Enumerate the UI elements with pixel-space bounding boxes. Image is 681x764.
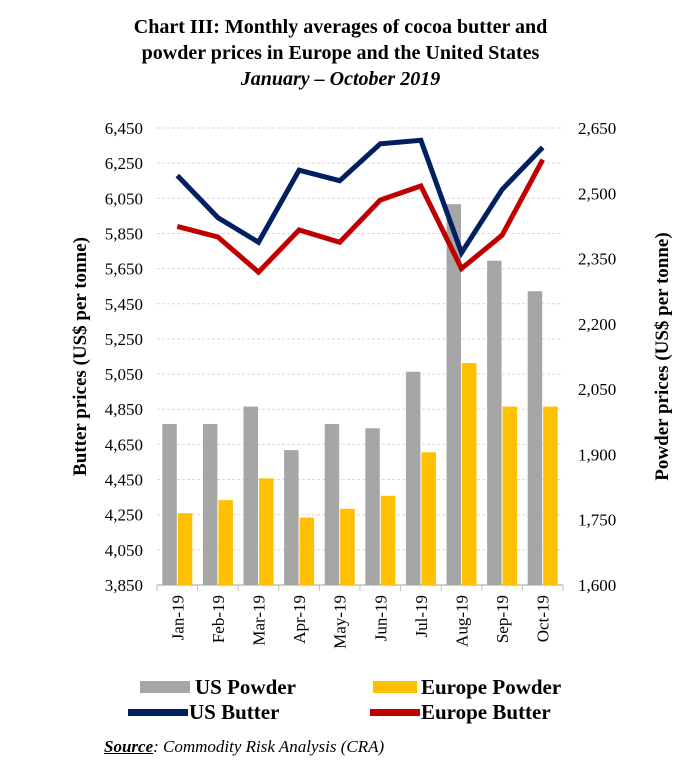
y-tick-left: 3,850 [105, 576, 143, 595]
bar-europe-powder [218, 500, 233, 585]
x-tick-label: Mar-19 [250, 595, 269, 646]
bar-europe-powder [502, 406, 518, 585]
y-tick-left: 5,650 [105, 260, 143, 279]
x-tick-label: May-19 [331, 595, 350, 649]
y-tick-left: 4,050 [105, 541, 143, 560]
y-tick-right: 1,750 [578, 511, 616, 530]
bar-us-powder [487, 260, 502, 585]
chart-title: Chart III: Monthly averages of cocoa but… [133, 16, 548, 38]
legend-us-powder: US Powder [195, 675, 296, 699]
x-tick-label: Sep-19 [493, 595, 512, 643]
source-note: Source: Commodity Risk Analysis (CRA) [104, 737, 384, 757]
bar-europe-powder [380, 495, 396, 585]
y-tick-left: 4,650 [105, 435, 143, 454]
x-tick-label: Jul-19 [412, 595, 431, 638]
y-tick-right: 1,600 [578, 576, 616, 595]
y-tick-left: 6,250 [105, 154, 143, 173]
bar-europe-powder [462, 363, 477, 585]
y-tick-right: 2,350 [578, 250, 616, 269]
y-tick-left: 6,050 [105, 189, 143, 208]
bar-europe-powder [177, 513, 193, 585]
bar-europe-powder [299, 517, 315, 585]
line-us-butter [175, 137, 545, 259]
y-tick-right: 1,900 [578, 445, 616, 464]
legend-swatch-europe-butter [370, 709, 420, 716]
y-tick-right: 2,050 [578, 380, 616, 399]
y-tick-left: 4,250 [105, 506, 143, 525]
bar-europe-powder [259, 478, 274, 585]
y-axis-title-right: Powder prices (US$ per tonne) [652, 232, 673, 480]
y-tick-left: 5,250 [105, 330, 143, 349]
legend-swatch-us-powder [140, 681, 190, 693]
legend-swatch-us-butter [128, 709, 188, 716]
x-tick-label: Aug-19 [453, 595, 472, 647]
y-tick-left: 5,050 [105, 365, 143, 384]
bar-europe-powder [543, 406, 558, 585]
bar-us-powder [365, 428, 380, 585]
bar-us-powder [284, 450, 299, 585]
line-europe-butter [176, 158, 545, 276]
bar-us-powder [162, 423, 177, 585]
x-tick-label: Oct-19 [534, 595, 553, 642]
y-tick-right: 2,500 [578, 184, 616, 203]
chart-title-line2: powder prices in Europe and the United S… [141, 42, 540, 64]
y-tick-right: 2,650 [578, 119, 616, 138]
bar-us-powder [446, 204, 461, 585]
x-tick-label: Feb-19 [209, 595, 228, 643]
legend-europe-powder: Europe Powder [421, 675, 562, 699]
x-tick-label: Jan-19 [168, 595, 187, 640]
bar-us-powder [202, 423, 218, 585]
bar-us-powder [527, 291, 543, 585]
y-axis-title-left: Butter prices (US$ per tonne) [70, 237, 91, 476]
source-label: Source [104, 737, 154, 756]
y-tick-right: 2,200 [578, 315, 616, 334]
bar-europe-powder [421, 452, 436, 585]
chart-subtitle: January – October 2019 [240, 68, 441, 90]
legend-europe-butter: Europe Butter [421, 700, 551, 724]
y-tick-left: 4,450 [105, 471, 143, 490]
x-tick-label: Apr-19 [290, 595, 309, 644]
bar-europe-powder [340, 508, 355, 585]
bar-us-powder [324, 423, 340, 585]
y-tick-left: 5,850 [105, 224, 143, 243]
x-tick-label: Jun-19 [371, 595, 390, 641]
legend-us-butter: US Butter [189, 700, 280, 724]
bar-us-powder [243, 406, 258, 585]
bar-us-powder [405, 371, 421, 585]
legend-swatch-europe-powder [373, 681, 417, 693]
y-tick-left: 4,850 [105, 400, 143, 419]
source-text: : Commodity Risk Analysis (CRA) [153, 737, 385, 756]
y-tick-left: 6,450 [105, 119, 143, 138]
y-tick-left: 5,450 [105, 295, 143, 314]
